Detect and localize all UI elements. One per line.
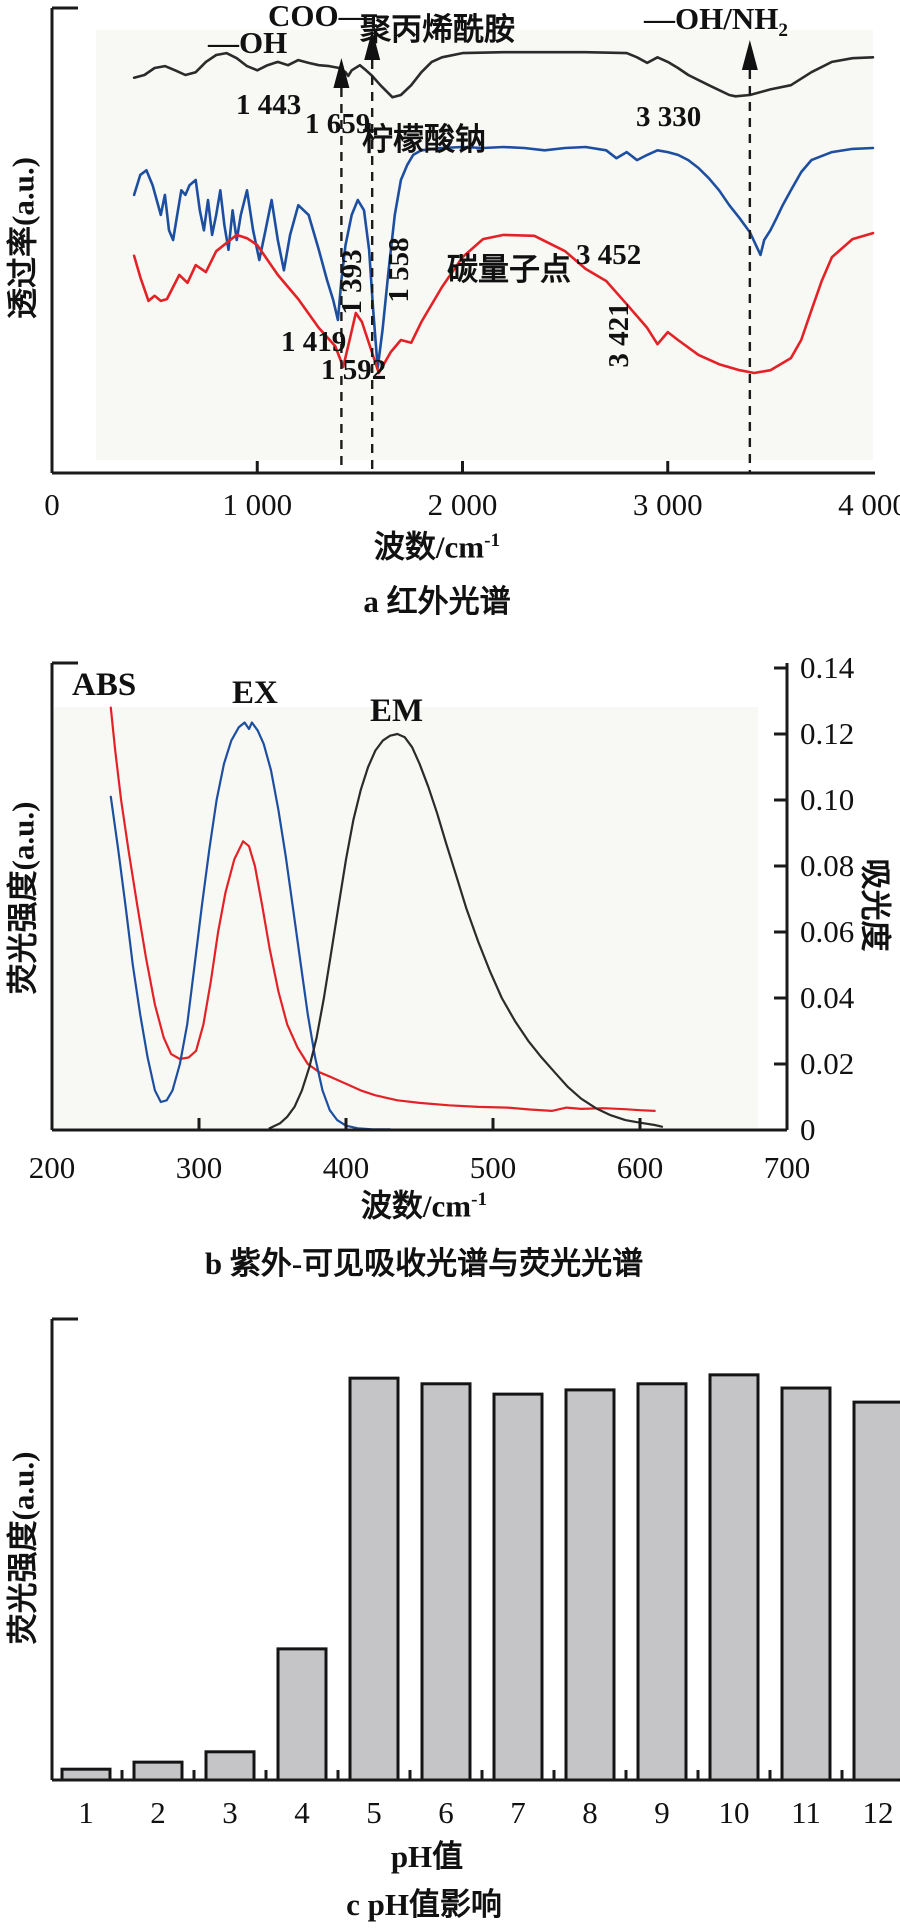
series-label-cqd: 碳量子点 (447, 252, 571, 287)
panel-c-caption: c pH值影响 (346, 1887, 502, 1922)
panel-b-x-tick-label: 400 (322, 1150, 370, 1185)
peak-1393-label: 1 393 (335, 249, 368, 315)
panel-a-x-tick-label: 1 000 (222, 487, 293, 522)
peak-1443-label: 1 443 (236, 89, 302, 121)
peak-1592-label: 1 592 (321, 354, 387, 386)
panel-c-x-tick-label: 2 (150, 1795, 166, 1830)
panel-b-curve-1 (109, 721, 392, 1131)
bar-ph-1 (60, 1767, 112, 1782)
bar-ph-4 (276, 1647, 328, 1782)
panel-b-right-tick-label: 0.08 (800, 848, 855, 883)
panel-c-x-tick-label: 5 (366, 1795, 382, 1830)
em-curve-label: EM (370, 693, 424, 729)
panel-b-caption: b 紫外-可见吸收光谱与荧光光谱 (204, 1246, 644, 1281)
panel-a-ylabel: 透过率(a.u.) (5, 157, 41, 319)
panel-a-curve-0 (132, 50, 875, 99)
panel-c-x-tick-label: 3 (222, 1795, 238, 1830)
panel-a-x-tick-label: 4 000 (838, 487, 900, 522)
panel-b-right-tick-label: 0.14 (800, 650, 855, 685)
oh-annotation: —OH (208, 25, 288, 60)
panel-c-x-tick-label: 10 (718, 1795, 750, 1830)
panel-c-x-tick-label: 9 (654, 1795, 670, 1830)
panel-b-x-tick-label: 200 (28, 1150, 76, 1185)
oh-nh2-annotation: —OH/NH2 (644, 1, 788, 42)
panel-b-ylabel-right: 吸光度 (857, 858, 893, 952)
panel-c-x-tick-label: 4 (294, 1795, 310, 1830)
panel-c-x-tick-label: 6 (438, 1795, 454, 1830)
panel-a-x-tick-label: 0 (44, 487, 60, 522)
up-arrow-icon (364, 30, 381, 60)
panel-b-right-tick-label: 0.04 (800, 980, 855, 1015)
panel-c-x-tick-label: 12 (862, 1795, 894, 1830)
bar-ph-9 (636, 1382, 688, 1782)
abs-curve-label: ABS (72, 667, 137, 703)
panel-b-right-tick-label: 0.12 (800, 716, 855, 751)
peak-1419-label: 1 419 (281, 326, 347, 358)
series-label-citrate: 柠檬酸钠 (362, 122, 486, 157)
panel-b-curve-2 (268, 732, 664, 1130)
bar-ph-8 (564, 1388, 616, 1782)
bar-ph-6 (420, 1382, 472, 1782)
bar-ph-11 (780, 1386, 832, 1782)
panel-b-xlabel: 波数/cm-1 (360, 1188, 488, 1224)
coo-annotation: COO— (268, 0, 370, 33)
panel-b-plot-bg (54, 707, 758, 1128)
panel-b-ylabel-left: 荧光强度(a.u.) (5, 801, 41, 995)
bar-ph-10 (708, 1373, 760, 1782)
panel-b-right-tick-label: 0.10 (800, 782, 855, 817)
panel-b-right-tick-label: 0.02 (800, 1046, 855, 1081)
panel-c-x-tick-label: 7 (510, 1795, 526, 1830)
panel-b-curve-0 (109, 706, 656, 1112)
panel-a-curve-1 (132, 145, 875, 370)
peak-1659-label: 1 659 (305, 108, 371, 140)
peak-3421-label: 3 421 (602, 302, 635, 368)
series-label-polyacrylamide: 聚丙烯酰胺 (360, 12, 515, 47)
panel-b-x-tick-label: 500 (469, 1150, 517, 1185)
panel-c-x-tick-label: 1 (78, 1795, 94, 1830)
up-arrow-icon (333, 58, 350, 88)
panel-a-curve-2 (132, 231, 875, 375)
panel-c-x-tick-label: 8 (582, 1795, 598, 1830)
bar-ph-2 (132, 1760, 184, 1782)
up-arrow-icon (741, 40, 758, 70)
panel-c-x-tick-label: 11 (791, 1795, 821, 1830)
bar-ph-3 (204, 1750, 256, 1782)
panel-b-x-tick-label: 600 (616, 1150, 664, 1185)
panel-a-xlabel: 波数/cm-1 (373, 529, 501, 565)
bar-ph-5 (348, 1376, 400, 1782)
panel-b-right-tick-label: 0 (800, 1112, 816, 1147)
peak-1558-label: 1 558 (382, 237, 415, 303)
panel-c-xlabel: pH值 (390, 1839, 464, 1874)
panel-c-ylabel: 荧光强度(a.u.) (5, 1451, 41, 1645)
panel-b-right-tick-label: 0.06 (800, 914, 855, 949)
ex-curve-label: EX (232, 675, 278, 711)
panel-a-x-tick-label: 2 000 (427, 487, 498, 522)
peak-3330-label: 3 330 (636, 101, 702, 133)
panel-b-x-tick-label: 700 (763, 1150, 811, 1185)
peak-3452-label: 3 452 (576, 239, 642, 271)
bar-ph-7 (492, 1392, 544, 1782)
panel-a-x-tick-label: 3 000 (632, 487, 703, 522)
bar-ph-12 (852, 1400, 900, 1782)
panel-a-caption: a 红外光谱 (363, 584, 511, 619)
panel-b-x-tick-label: 300 (175, 1150, 223, 1185)
